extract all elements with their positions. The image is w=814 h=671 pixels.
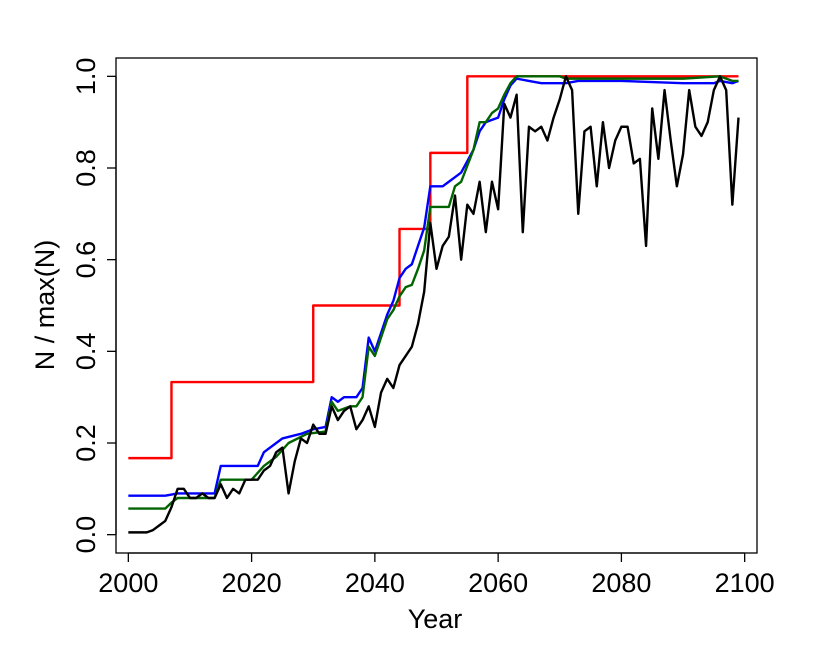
series-line <box>128 77 739 497</box>
y-axis-title: N / max(N) <box>30 240 60 371</box>
x-tick-label: 2080 <box>591 568 651 598</box>
y-axis: 0.0 0.2 0.4 0.6 0.8 1.0 <box>71 58 117 554</box>
y-tick-label: 0.0 <box>71 516 101 554</box>
x-tick-label: 2000 <box>98 568 158 598</box>
x-axis: 2000 2020 2040 2060 2080 2100 <box>98 552 775 598</box>
series-line <box>128 75 740 534</box>
x-tick-label: 2040 <box>345 568 405 598</box>
x-tick-label: 2020 <box>222 568 282 598</box>
x-tick-label: 2100 <box>715 568 775 598</box>
y-tick-label: 1.0 <box>71 58 101 96</box>
x-tick-label: 2060 <box>468 568 528 598</box>
series-layer <box>128 75 740 534</box>
y-tick-label: 0.2 <box>71 424 101 462</box>
y-tick-label: 0.8 <box>71 149 101 187</box>
series-line <box>128 75 739 510</box>
y-tick-label: 0.6 <box>71 241 101 279</box>
x-axis-title: Year <box>408 604 463 634</box>
series-line <box>128 75 739 460</box>
y-tick-label: 0.4 <box>71 333 101 371</box>
